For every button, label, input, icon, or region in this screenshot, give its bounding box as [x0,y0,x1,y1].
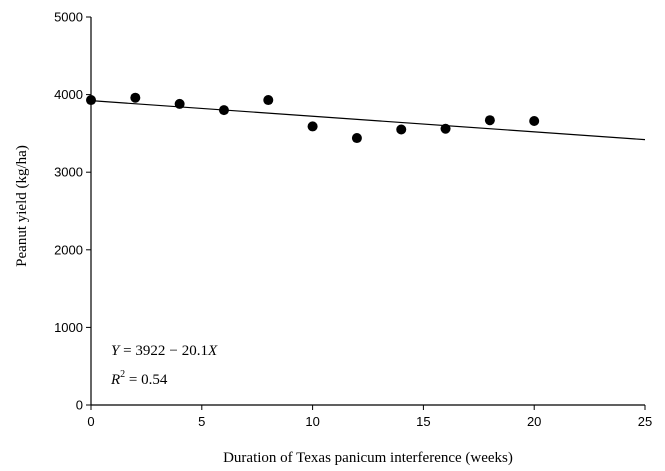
trendline-group [90,100,646,141]
data-point [440,123,451,134]
equation-intercept: 3922 [135,343,165,359]
r-squared-annotation: R2 = 0.54 [110,369,168,388]
data-point [130,92,141,103]
data-point [484,115,495,126]
equation-variable: X [207,343,218,359]
data-point [307,121,318,132]
y-tick-label: 0 [76,398,83,413]
r-squared-value: 0.54 [141,372,168,388]
y-tick-label: 1000 [54,320,83,335]
r-squared-exponent: 2 [120,369,125,380]
axis-ticks: 0 1000 2000 3000 4000 5000 0 5 10 15 20 25 [54,10,652,430]
data-point [529,115,540,126]
y-tick-label: 3000 [54,165,83,180]
x-tick-label: 5 [198,414,205,429]
data-point [218,105,229,116]
regression-line [90,100,646,141]
regression-equation: Y = 3922−20.1X [111,343,218,359]
r-squared-symbol: R [110,372,120,388]
data-point [351,133,362,144]
y-tick-label: 4000 [54,87,83,102]
x-tick-label: 10 [305,414,319,429]
x-axis-title: Duration of Texas panicum interference (… [223,450,513,466]
x-tick-label: 0 [87,414,94,429]
data-point [86,95,96,106]
data-point [263,95,274,106]
data-point [174,98,185,109]
data-points [86,92,540,144]
y-tick-label: 5000 [54,10,83,25]
y-tick-label: 2000 [54,242,83,257]
y-axis-title: Peanut yield (kg/ha) [14,145,30,267]
equation-slope: 20.1 [182,343,208,359]
x-tick-label: 15 [416,414,430,429]
axes [90,17,645,406]
data-point [396,124,407,135]
equation-lhs: Y [111,343,121,359]
x-tick-label: 20 [527,414,541,429]
x-tick-label: 25 [638,414,652,429]
equation-minus: − [169,343,177,359]
